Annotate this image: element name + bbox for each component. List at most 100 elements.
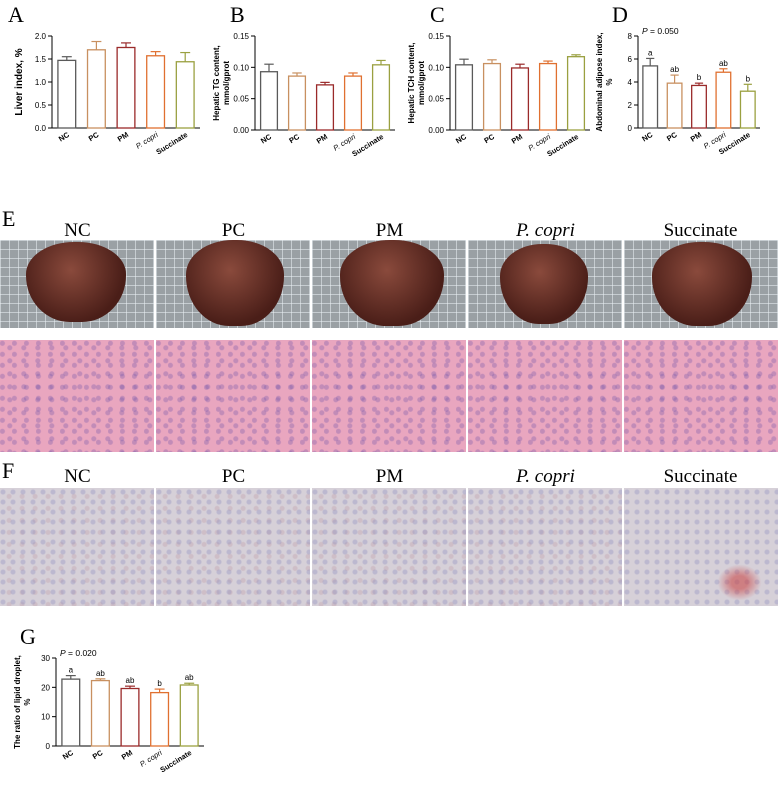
y-tick-label: 0.00 (233, 126, 249, 135)
significance-letter: ab (96, 669, 105, 678)
significance-letter: b (697, 73, 702, 82)
p-value-annotation: P = 0.020 (60, 648, 97, 658)
y-axis-label: Hepatic TCH content,mmol/gprot (407, 43, 426, 124)
liver-photo-nc (0, 240, 154, 328)
bar-succinate (566, 56, 586, 131)
p-value: = 0.020 (66, 648, 97, 658)
liver-photo-pc (156, 240, 310, 328)
y-axis-label-line: mmol/gprot (222, 61, 231, 105)
y-axis-label-line: % (605, 78, 614, 85)
x-tick-label: Succinate (545, 132, 580, 158)
y-axis-label-line: Hepatic TG content, (212, 45, 221, 121)
bar-pcopri (715, 71, 732, 129)
bar-pc (482, 62, 502, 131)
he-micrograph-pc (156, 340, 310, 452)
bar-succinate (371, 64, 391, 131)
oil-red-micrograph-pcopri (468, 488, 622, 606)
bar-nc (61, 678, 81, 747)
e-label-nc: NC (64, 220, 91, 241)
bar-nc (642, 65, 659, 129)
liver-photo-pm (312, 240, 466, 328)
p-value-annotation: P = 0.050 (642, 26, 679, 36)
x-tick-label: PM (120, 748, 134, 762)
y-axis-label-line: The ratio of lipid droplet, (13, 655, 22, 749)
y-tick-label: 0.00 (428, 126, 444, 135)
x-tick-label: PM (510, 132, 524, 146)
y-tick-label: 8 (628, 32, 633, 41)
bar-pm (691, 84, 707, 129)
oil-red-micrograph-pc (156, 488, 310, 606)
significance-letter: b (157, 679, 162, 688)
bar-nc (57, 59, 77, 129)
y-tick-label: 10 (41, 713, 50, 722)
he-micrograph-nc (0, 340, 154, 452)
x-tick-label: Succinate (158, 748, 193, 774)
x-tick-label: NC (640, 130, 654, 144)
bar-pc (90, 679, 110, 747)
chart-abdominal-adipose: 0 2 4 6 8 Abdominal adipose index,% a NC ab PC b PM… (595, 26, 760, 156)
x-tick-label: PM (116, 130, 130, 144)
x-tick-label: NC (454, 132, 468, 146)
p-symbol: P (642, 26, 648, 36)
x-tick-label: PM (315, 132, 329, 146)
e-label-pm: PM (375, 220, 404, 241)
significance-letter: a (69, 666, 74, 675)
chart-lipid-droplet: 0 10 20 30 The ratio of lipid droplet,% a NC ab… (13, 648, 204, 774)
significance-letter: b (746, 74, 751, 83)
bar-pc (666, 82, 683, 129)
y-tick-label: 1.5 (35, 55, 47, 64)
y-tick-label: 0.05 (428, 95, 444, 104)
y-axis-label: Abdominal adipose index,% (595, 32, 614, 131)
p-symbol: P (60, 648, 66, 658)
y-tick-label: 0.0 (35, 124, 47, 133)
bar-pm (315, 84, 335, 131)
y-tick-label: 20 (41, 683, 50, 692)
f-label-pcopri: P. copri (516, 466, 575, 487)
he-micrograph-pcopri (468, 340, 622, 452)
y-tick-label: 1.0 (35, 78, 47, 87)
panel-letter-a: A (8, 2, 24, 27)
bar-pc (287, 75, 307, 131)
y-tick-label: 0 (46, 742, 51, 751)
y-tick-label: 0.15 (233, 32, 249, 41)
x-tick-label: NC (61, 748, 75, 762)
oil-red-micrograph-nc (0, 488, 154, 606)
bar-pcopri (146, 55, 166, 129)
y-tick-label: 2 (628, 101, 633, 110)
y-tick-label: 6 (628, 55, 633, 64)
p-value: = 0.050 (648, 26, 679, 36)
significance-letter: ab (719, 59, 728, 68)
y-tick-label: 0.15 (428, 32, 444, 41)
bar-nc (259, 71, 279, 131)
y-axis-label-line: Hepatic TCH content, (407, 43, 416, 124)
significance-letter: ab (185, 673, 194, 682)
y-axis-label-line: % (23, 698, 32, 705)
panel-letter-d: D (612, 2, 628, 27)
y-tick-label: 4 (628, 78, 633, 87)
y-axis-label: The ratio of lipid droplet,% (13, 655, 32, 749)
bar-pm (116, 46, 136, 129)
y-tick-label: 30 (41, 654, 50, 663)
panel-letter-e: E (2, 206, 16, 231)
f-label-nc: NC (64, 466, 91, 487)
he-micrograph-succinate (624, 340, 778, 452)
bar-succinate (739, 90, 756, 129)
e-label-pc: PC (221, 220, 246, 241)
bar-pcopri (150, 691, 170, 747)
significance-letter: ab (126, 676, 135, 685)
bar-pcopri (343, 75, 363, 131)
bar-pm (120, 687, 140, 747)
oil-red-micrograph-pm (312, 488, 466, 606)
y-tick-label: 0 (628, 124, 633, 133)
liver-photo-succinate (624, 240, 778, 328)
bar-nc (454, 64, 474, 131)
x-tick-label: PC (87, 130, 101, 143)
y-axis-label: Liver index, % (14, 48, 25, 115)
y-tick-label: 0.5 (35, 101, 47, 110)
x-tick-label: PC (482, 132, 496, 145)
f-label-pc: PC (221, 466, 246, 487)
bar-pcopri (538, 62, 558, 131)
